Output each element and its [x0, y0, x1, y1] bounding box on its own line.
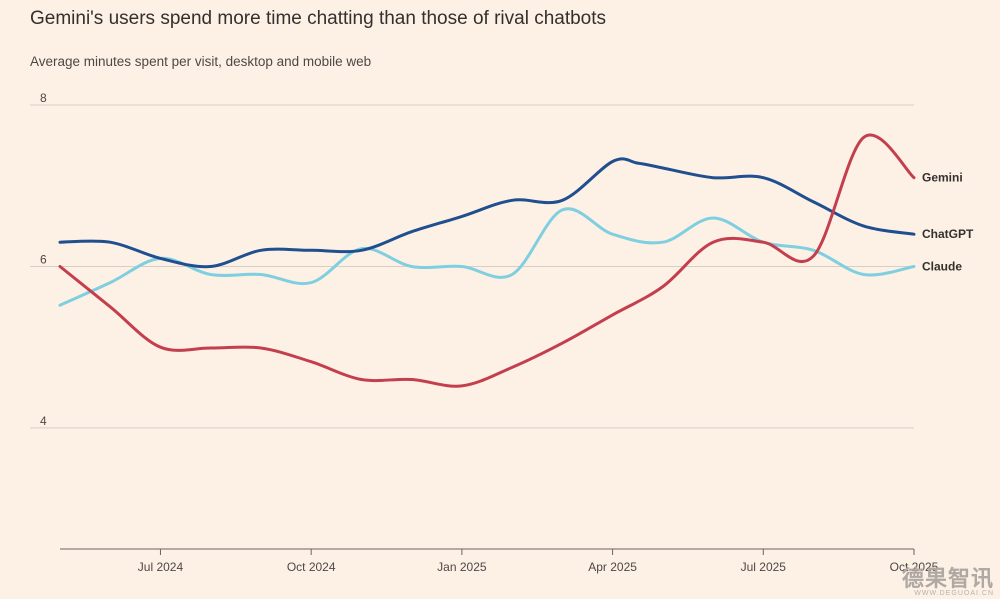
- series-line-chatgpt: [58, 157, 916, 269]
- watermark-url-text: WWW.DEGUOAI.CN: [914, 590, 994, 597]
- chart-subtitle: Average minutes spent per visit, desktop…: [30, 54, 372, 69]
- chart-title: Gemini's users spend more time chatting …: [30, 8, 607, 29]
- series-line-gemini: [58, 133, 916, 388]
- x-tick-label: Jan 2025: [437, 560, 487, 574]
- x-tick-label: Oct 2025: [890, 560, 939, 574]
- watermark-logo-text: 德果智讯: [901, 566, 994, 591]
- x-tick-label: Jul 2025: [741, 560, 787, 574]
- watermark: 德果智讯 WWW.DEGUOAI.CN: [901, 566, 994, 598]
- x-tick-label: Oct 2024: [287, 560, 336, 574]
- x-tick-label: Apr 2025: [588, 560, 637, 574]
- series-label-gemini: Gemini: [922, 171, 963, 185]
- series-label-claude: Claude: [922, 259, 962, 273]
- series-label-chatgpt: ChatGPT: [922, 227, 974, 241]
- y-tick-label: 8: [40, 91, 47, 105]
- y-tick-label: 4: [40, 414, 47, 428]
- y-tick-label: 6: [40, 252, 47, 266]
- x-tick-label: Jul 2024: [138, 560, 184, 574]
- series-line-claude: [58, 207, 916, 307]
